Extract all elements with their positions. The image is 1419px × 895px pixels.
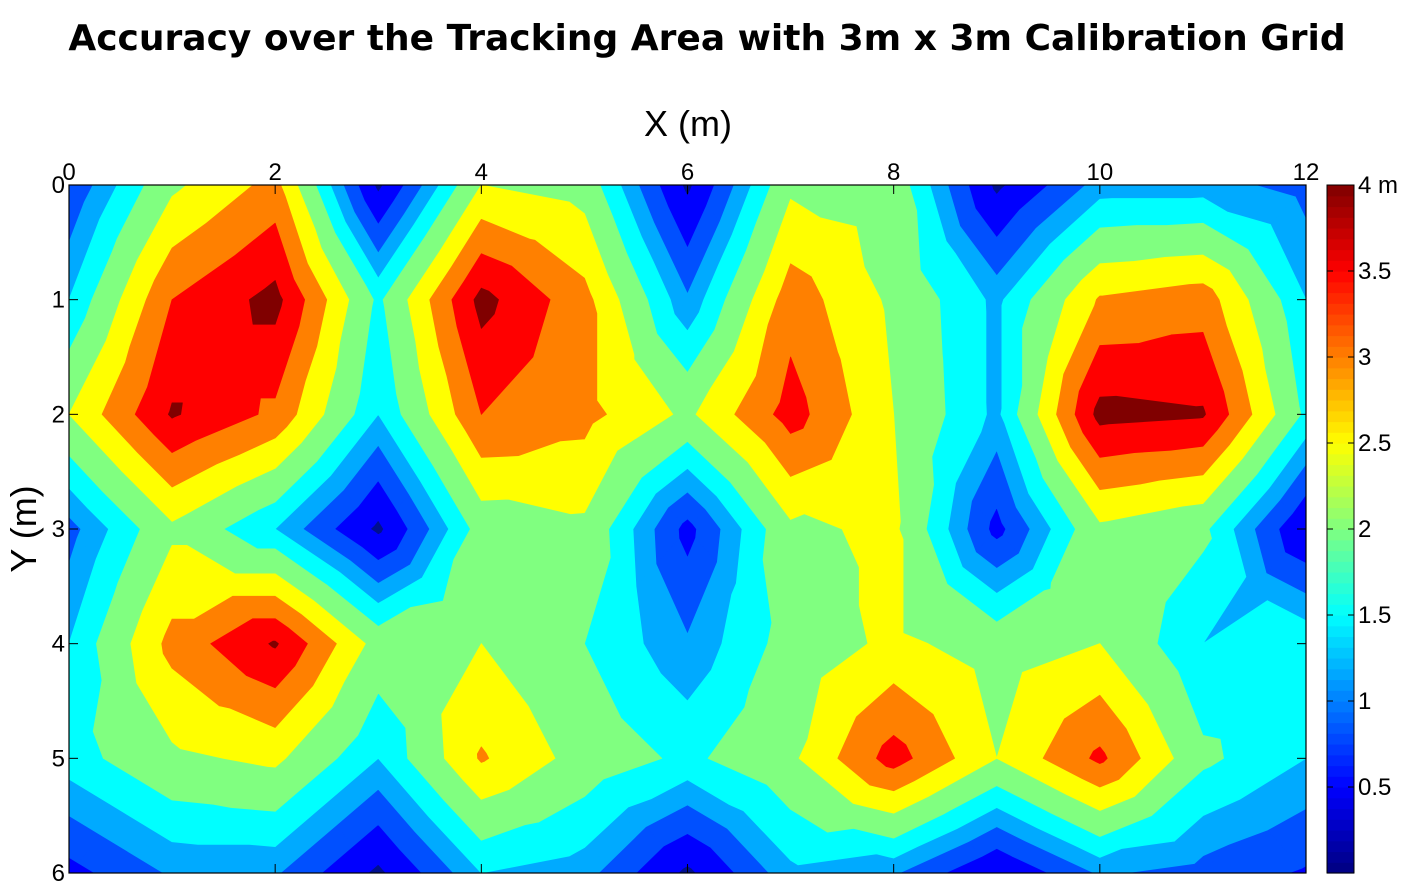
colorbar-segment [1327,668,1354,681]
x-axis-title: X (m) [644,103,732,144]
colorbar-segment [1327,367,1354,380]
x-axis-ticks: 0 2 4 6 8 10 12 [62,159,1319,873]
colorbar-segment [1327,249,1354,261]
x-tick-label: 0 [62,159,75,186]
colorbar-tick-label: 2 [1358,516,1371,543]
colorbar-segment [1327,206,1354,218]
colorbar-segment [1327,711,1354,724]
colorbar-tick-label: 1.5 [1358,602,1391,629]
chart-title: Accuracy over the Tracking Area with 3m … [68,18,1345,59]
contour-plot-area [69,185,1306,873]
colorbar-segment [1327,787,1354,799]
y-tick-label: 2 [52,401,65,428]
colorbar-segment [1327,765,1354,777]
colorbar-segment [1327,400,1354,412]
y-tick-label: 5 [52,745,65,772]
colorbar-segment [1327,819,1354,831]
colorbar-tick-label: 1 [1358,688,1371,715]
colorbar-tick-label: 3 [1358,344,1371,371]
x-tick-label: 10 [1086,159,1113,186]
y-tick-label: 1 [52,287,65,314]
colorbar-segment [1327,314,1354,326]
y-axis-ticks: 0 1 2 3 4 5 6 [52,172,1306,887]
colorbar-segment [1327,475,1354,487]
colorbar-segment [1327,303,1354,315]
colorbar-segment [1327,389,1354,401]
colorbar-segment [1327,625,1354,638]
colorbar-segment [1327,529,1354,541]
colorbar-segment [1327,840,1354,853]
colorbar-segment [1327,776,1354,788]
colorbar-segment [1327,582,1354,595]
colorbar-segment [1327,572,1354,584]
colorbar-segment [1327,324,1354,337]
colorbar-segment [1327,744,1354,756]
colorbar-segment [1327,346,1354,358]
colorbar: 0.5 1 1.5 2 2.5 3 3.5 4 m [1326,172,1398,874]
colorbar-segment [1327,690,1354,702]
colorbar-segment [1327,464,1354,476]
x-tick-label: 12 [1293,159,1320,186]
colorbar-segment [1327,679,1354,691]
x-tick-label: 6 [681,159,694,186]
colorbar-segment [1327,271,1354,283]
colorbar-segment [1327,593,1354,605]
colorbar-segment [1327,539,1354,552]
colorbar-segment [1327,797,1354,810]
colorbar-segment [1327,862,1354,874]
colorbar-segment [1327,604,1354,616]
colorbar-segment [1327,443,1354,455]
colorbar-segment [1327,335,1354,347]
colorbar-segment [1327,453,1354,466]
colorbar-segment [1327,496,1354,509]
colorbar-segment [1327,754,1354,767]
colorbar-segment [1327,238,1354,251]
colorbar-tick-label: 0.5 [1358,774,1391,801]
colorbar-segment [1327,228,1354,240]
x-tick-label: 4 [475,159,488,186]
colorbar-segment [1327,260,1354,272]
contour-band-9 [168,280,1206,649]
colorbar-segment [1327,281,1354,294]
colorbar-segment [1327,518,1354,530]
colorbar-segment [1327,733,1354,745]
colorbar-segment [1327,378,1354,390]
y-tick-label: 6 [52,860,65,887]
colorbar-segment [1327,647,1354,659]
x-tick-label: 8 [887,159,900,186]
y-tick-label: 4 [52,631,65,658]
colorbar-segment [1327,486,1354,498]
contour-band-8 [134,222,1230,769]
y-tick-label: 3 [52,516,65,543]
colorbar-segment [1327,507,1354,519]
colorbar-segment [1327,432,1354,444]
colorbar-segment [1327,357,1354,369]
colorbar-segment [1327,195,1354,208]
colorbar-segment [1327,722,1354,734]
colorbar-segment [1327,292,1354,304]
colorbar-tick-label: 4 m [1358,172,1398,199]
y-tick-label: 0 [52,172,65,199]
colorbar-segment [1327,636,1354,648]
colorbar-segment [1327,421,1354,433]
x-tick-label: 2 [268,159,281,186]
colorbar-segment [1327,658,1354,670]
colorbar-segment [1327,615,1354,627]
colorbar-tick-label: 3.5 [1358,258,1391,285]
y-axis-title: Y (m) [3,485,44,572]
colorbar-segment [1327,410,1354,423]
colorbar-segment [1327,851,1354,863]
colorbar-tick-label: 2.5 [1358,430,1391,457]
colorbar-segment [1327,550,1354,562]
colorbar-segment [1327,808,1354,820]
colorbar-segment [1327,561,1354,573]
colorbar-segment [1327,217,1354,229]
colorbar-segment [1327,185,1354,197]
colorbar-segment [1327,830,1354,842]
colorbar-segment [1327,701,1354,713]
